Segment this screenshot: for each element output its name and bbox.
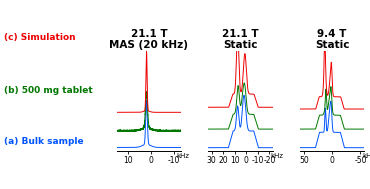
Text: (b) 500 mg tablet: (b) 500 mg tablet	[4, 86, 92, 95]
Title: 21.1 T
Static: 21.1 T Static	[222, 29, 259, 50]
Title: 9.4 T
Static: 9.4 T Static	[315, 29, 349, 50]
Text: kHz: kHz	[362, 153, 370, 159]
Text: kHz: kHz	[176, 153, 189, 159]
Text: (a) Bulk sample: (a) Bulk sample	[4, 137, 83, 146]
Title: 21.1 T
MAS (20 kHz): 21.1 T MAS (20 kHz)	[109, 29, 188, 50]
Text: (c) Simulation: (c) Simulation	[4, 33, 75, 42]
Text: kHz: kHz	[270, 153, 283, 159]
